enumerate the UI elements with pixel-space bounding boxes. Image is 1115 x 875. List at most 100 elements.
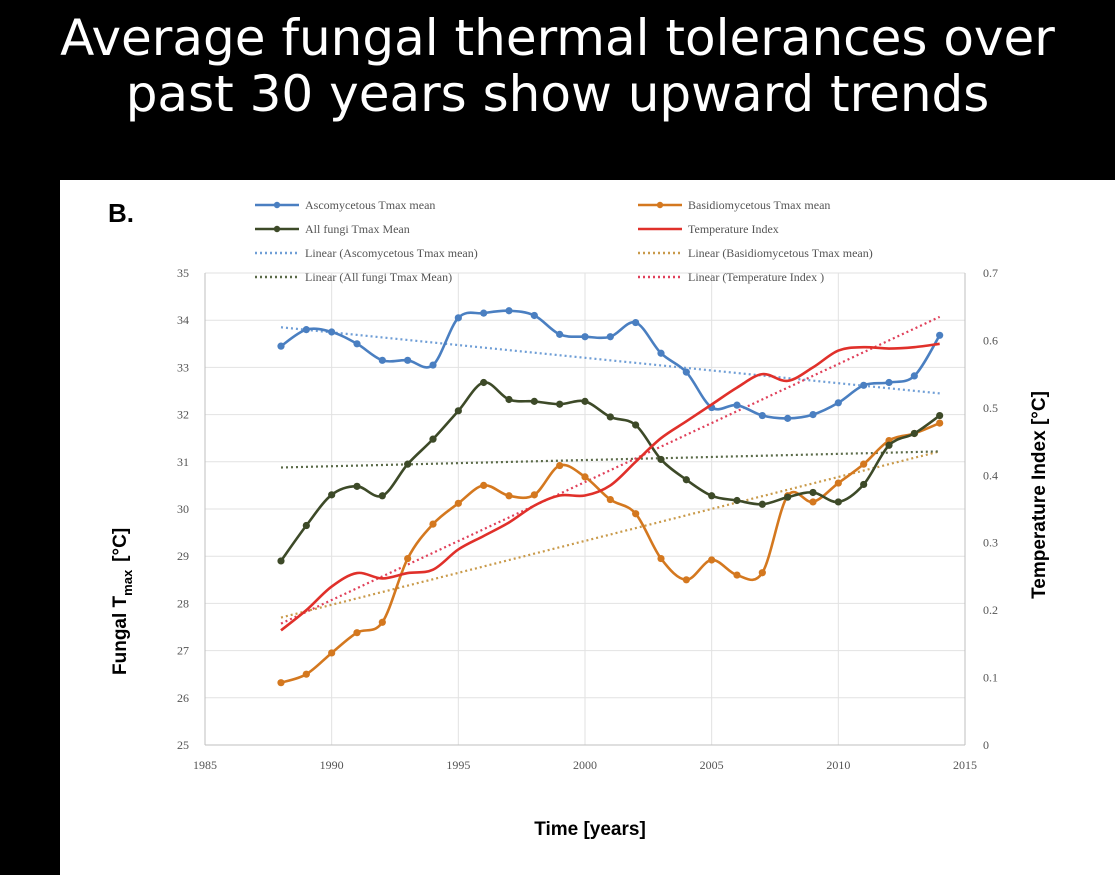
- y-tick-label: 30: [177, 502, 189, 516]
- legend-label: Ascomycetous Tmax mean: [305, 198, 435, 212]
- data-point: [784, 414, 792, 422]
- y-tick-labels: 25 26 27 28 29 30 31 32 33 34 35: [177, 266, 189, 752]
- slide-title: Average fungal thermal tolerances over p…: [0, 0, 1115, 175]
- legend-marker: [273, 225, 281, 233]
- data-point: [480, 309, 488, 317]
- data-point: [632, 318, 640, 327]
- legend-marker: [273, 201, 281, 209]
- slide-title-line2: past 30 years show upward trends: [125, 65, 990, 123]
- data-point: [758, 569, 766, 577]
- legend-item: Basidiomycetous Tmax mean: [638, 198, 830, 212]
- data-point: [556, 400, 564, 408]
- legend-item: Linear (Ascomycetous Tmax mean): [255, 246, 478, 260]
- data-point: [708, 492, 716, 500]
- legend-label: Basidiomycetous Tmax mean: [688, 198, 830, 212]
- y-tick-label: 25: [177, 738, 189, 752]
- series-line-all-fungi-tmax-mean: [279, 381, 941, 562]
- data-point: [429, 520, 437, 528]
- data-point: [809, 411, 817, 419]
- data-point: [936, 419, 944, 427]
- data-point: [581, 397, 589, 405]
- data-point: [480, 481, 488, 489]
- legend-label: Temperature Index: [688, 222, 779, 236]
- legend-item: All fungi Tmax Mean: [255, 222, 410, 236]
- legend: Ascomycetous Tmax mean Basidiomycetous Tm…: [255, 198, 873, 284]
- data-point: [682, 476, 690, 484]
- data-point: [860, 480, 868, 489]
- y-axis-title-sub: max: [120, 569, 135, 596]
- data-point: [530, 491, 538, 499]
- slide-title-line1: Average fungal thermal tolerances over: [60, 9, 1055, 67]
- y2-axis-title: Temperature Index [°C]: [1029, 391, 1050, 599]
- axes: [204, 273, 966, 746]
- data-point: [606, 495, 614, 504]
- data-point: [910, 372, 918, 380]
- legend-label: All fungi Tmax Mean: [305, 222, 410, 236]
- x-axis-title: Time [years]: [534, 819, 646, 840]
- series-all-fungi-tmax-mean: [277, 378, 944, 565]
- data-point: [682, 576, 690, 584]
- y-tick-label: 27: [177, 644, 189, 658]
- y-tick-label: 28: [177, 596, 189, 610]
- data-point: [606, 333, 614, 341]
- line-chart: 1985 1990 1995 2000 2005 2010 2015 25 26 27 28 29 3…: [108, 198, 1050, 840]
- data-point: [758, 500, 766, 508]
- data-point: [809, 498, 817, 506]
- data-point: [784, 493, 792, 501]
- data-point: [885, 441, 893, 449]
- data-point: [708, 556, 716, 564]
- y2-tick-label: 0.2: [983, 603, 998, 617]
- x-tick-label: 1985: [193, 758, 217, 772]
- data-point: [454, 407, 462, 415]
- data-point: [505, 395, 513, 404]
- legend-item: Ascomycetous Tmax mean: [255, 198, 435, 212]
- chart-panel: 1985 1990 1995 2000 2005 2010 2015 25 26 27 28 29 3…: [60, 180, 1115, 875]
- legend-item: Linear (All fungi Tmax Mean): [255, 270, 452, 284]
- data-point: [454, 499, 462, 507]
- data-point: [378, 356, 386, 364]
- data-point: [885, 378, 893, 387]
- data-point: [936, 411, 944, 420]
- data-point: [277, 557, 285, 565]
- legend-item: Linear (Basidiomycetous Tmax mean): [638, 246, 873, 260]
- y-tick-label: 31: [177, 455, 189, 469]
- data-point: [632, 510, 640, 518]
- data-point: [277, 679, 285, 687]
- y-axis-title-main: Fungal T: [110, 595, 131, 675]
- y-tick-label: 26: [177, 691, 189, 705]
- data-point: [302, 326, 310, 334]
- data-point: [733, 401, 741, 409]
- data-point: [378, 492, 386, 500]
- x-tick-label: 2010: [826, 758, 850, 772]
- y-tick-label: 32: [177, 408, 189, 422]
- data-point: [378, 618, 386, 626]
- data-point: [733, 496, 741, 505]
- data-point: [556, 330, 564, 338]
- x-tick-label: 1990: [320, 758, 344, 772]
- y2-tick-label: 0.3: [983, 536, 998, 550]
- data-point: [353, 340, 361, 348]
- panel-label: B.: [108, 198, 134, 228]
- trendlines: [280, 315, 941, 625]
- legend-item: Linear (Temperature Index ): [638, 270, 824, 284]
- data-point: [682, 368, 690, 376]
- y2-tick-label: 0.1: [983, 671, 998, 685]
- y2-tick-label: 0.4: [983, 468, 998, 482]
- legend-label: Linear (All fungi Tmax Mean): [305, 270, 452, 284]
- y-tick-label: 33: [177, 360, 189, 374]
- data-point: [834, 399, 842, 407]
- data-point: [758, 411, 766, 420]
- y-tick-label: 34: [177, 313, 189, 327]
- y2-tick-label: 0.7: [983, 266, 998, 280]
- data-point: [657, 349, 665, 357]
- data-point: [809, 488, 817, 497]
- legend-item: Temperature Index: [638, 222, 779, 236]
- data-point: [404, 356, 412, 364]
- data-point: [404, 460, 412, 468]
- series-line-temperature-index: [280, 342, 940, 632]
- x-tick-label: 2005: [700, 758, 724, 772]
- data-point: [404, 554, 412, 563]
- y2-tick-labels: 0 0.1 0.2 0.3 0.4 0.5 0.6 0.7: [983, 266, 998, 752]
- x-tick-label: 1995: [446, 758, 470, 772]
- trendline-linear-ascomycetous-tmax-mean: [280, 326, 940, 395]
